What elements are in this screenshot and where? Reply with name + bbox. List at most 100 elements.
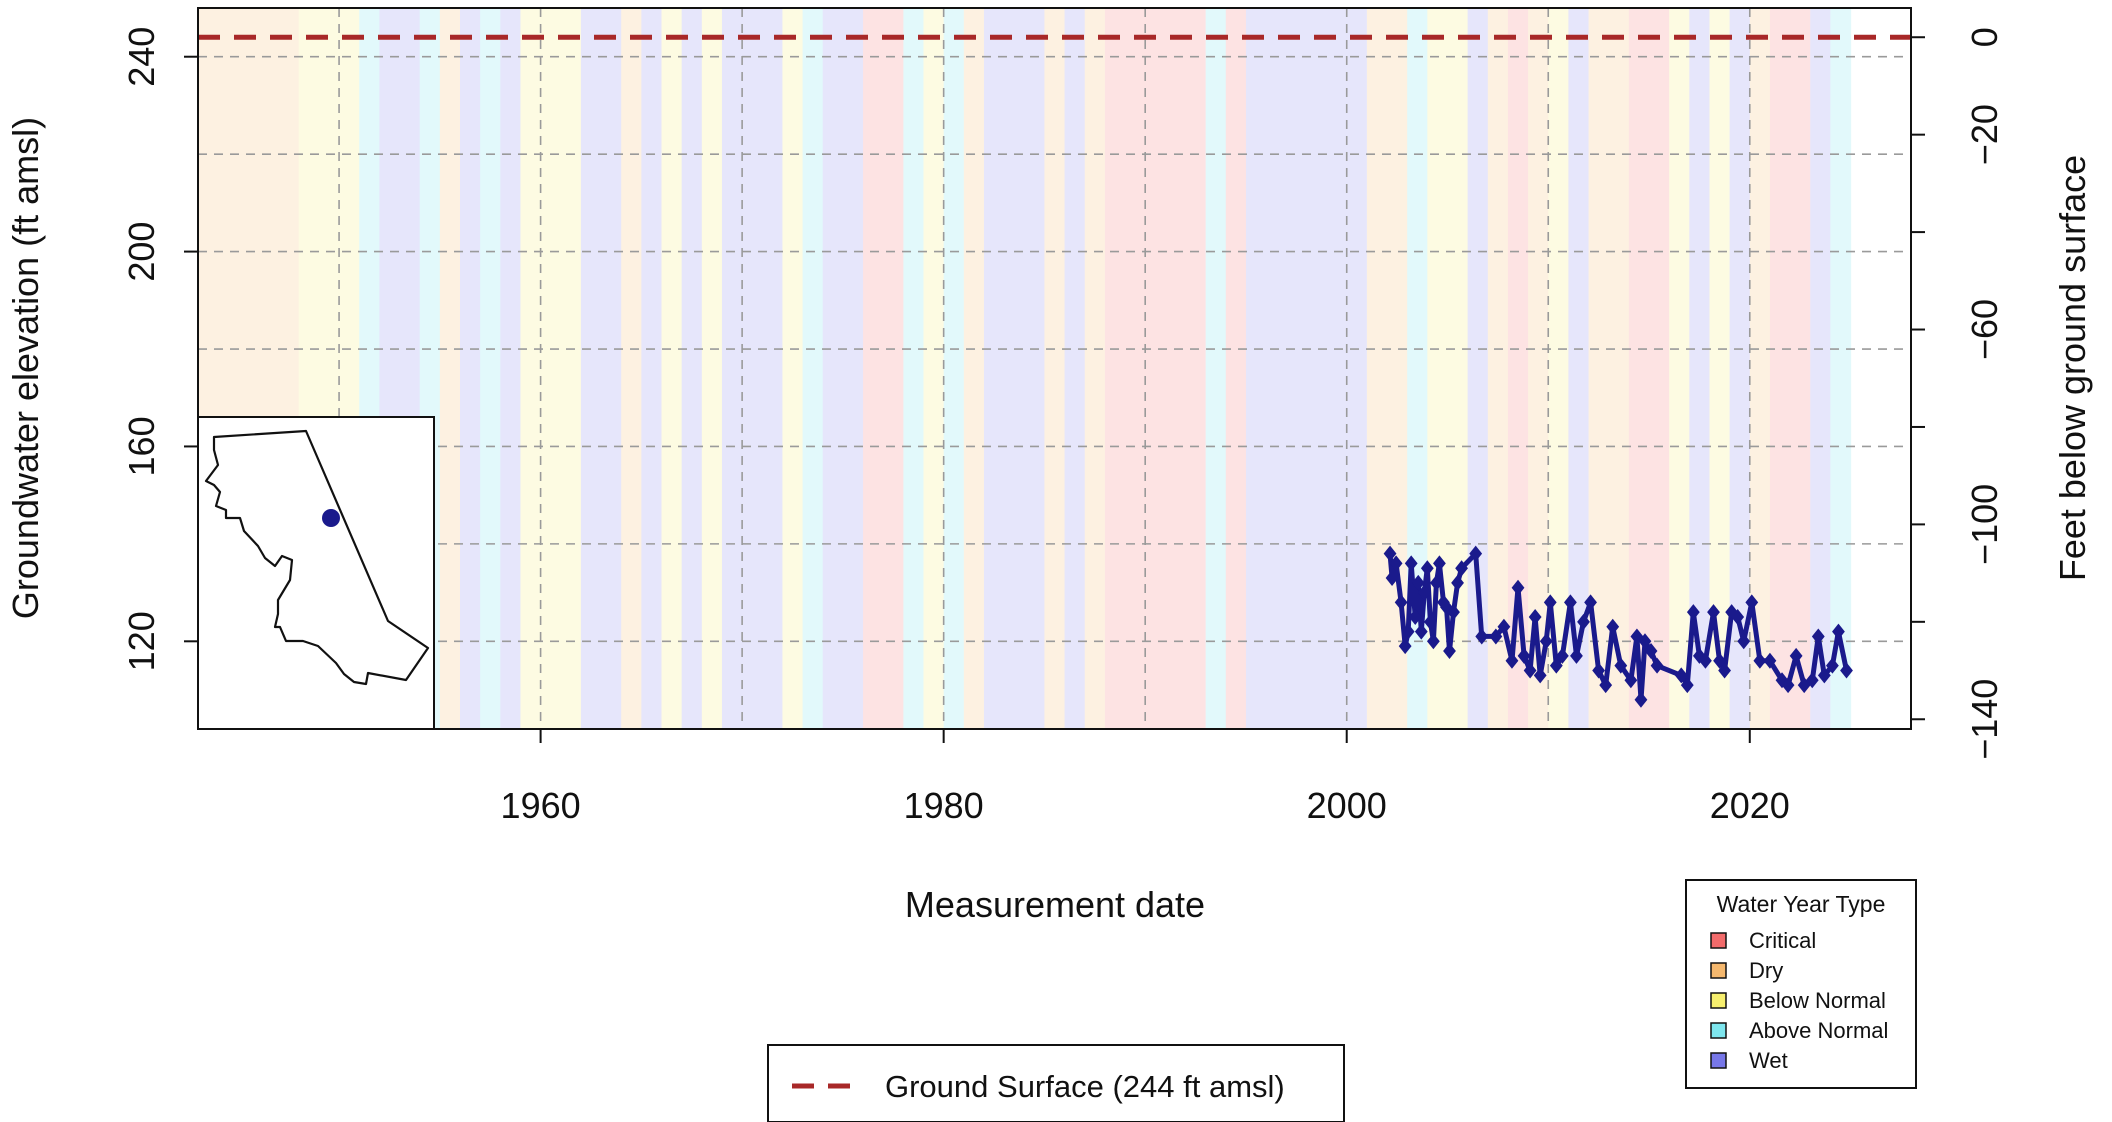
data-point (1832, 623, 1845, 640)
data-point (1763, 652, 1777, 669)
data-point (1398, 638, 1412, 655)
data-point (1753, 652, 1767, 669)
water-year-band (661, 8, 683, 729)
data-point (1389, 555, 1403, 572)
water-year-legend-title: Water Year Type (1717, 891, 1886, 917)
water-year-band (822, 8, 864, 729)
ground-surface-legend: Ground Surface (244 ft amsl) (767, 1044, 1345, 1122)
data-point (1401, 623, 1415, 640)
water-year-band (480, 8, 501, 729)
water-year-band (1467, 8, 1489, 729)
data-point (1394, 594, 1408, 611)
data-point (1426, 633, 1440, 650)
data-point (1429, 574, 1443, 591)
water-year-band (1588, 8, 1610, 729)
data-point (1408, 608, 1422, 625)
data-point (1614, 657, 1628, 674)
data-point (1805, 672, 1819, 689)
water-year-band (1568, 8, 1590, 729)
water-year-band (1528, 8, 1549, 729)
water-year-band (1810, 8, 1831, 729)
legend-label-an: Above Normal (1749, 1018, 1888, 1043)
legend-swatch-w (1710, 1052, 1727, 1069)
data-point (1475, 628, 1489, 645)
legend-label-w: Wet (1749, 1048, 1788, 1073)
y-left-tick-label: 240 (121, 27, 162, 87)
data-point (1543, 594, 1557, 611)
data-point (1680, 677, 1694, 694)
data-point (1451, 574, 1464, 591)
x-axis: 1960 1980 2000 2020 (501, 729, 1790, 826)
data-point (1817, 667, 1831, 684)
water-year-band (963, 8, 985, 729)
water-year-band (1366, 8, 1388, 729)
data-point (1674, 667, 1688, 684)
y-left-tick-label: 120 (121, 611, 162, 671)
data-point (1584, 594, 1597, 611)
water-year-band (1225, 8, 1247, 729)
x-tick-label: 1980 (904, 785, 984, 826)
inset-map (197, 416, 435, 730)
water-year-band (641, 8, 663, 729)
y-right-tick-label: −20 (1964, 104, 2005, 165)
data-point (1420, 560, 1434, 577)
water-year-band (1407, 8, 1428, 729)
data-point (1564, 594, 1577, 611)
data-point (1443, 643, 1456, 660)
data-point (1699, 652, 1712, 669)
ground-surface-legend-frame (767, 1044, 1345, 1122)
data-point (1404, 555, 1418, 572)
water-year-band (863, 8, 904, 729)
water-year-band (1245, 8, 1368, 729)
water-year-band (1749, 8, 1771, 729)
data-point (1624, 672, 1638, 689)
legend-swatch-an (1710, 1022, 1727, 1039)
well-location-marker (322, 509, 340, 527)
x-tick-label: 1960 (501, 785, 581, 826)
water-year-band (782, 8, 804, 729)
data-point (1775, 672, 1789, 689)
data-point (1505, 652, 1519, 669)
data-point (1414, 623, 1428, 640)
water-year-band (983, 8, 1046, 729)
water-year-band (1769, 8, 1811, 729)
series-groundwater-elevation (1383, 545, 1853, 708)
data-point (1718, 662, 1731, 679)
legend-swatch-bn (1710, 992, 1727, 1009)
data-point (1638, 633, 1652, 650)
data-point (1433, 555, 1446, 572)
water-year-band (439, 8, 461, 729)
data-point (1539, 633, 1553, 650)
data-point (1840, 662, 1853, 679)
y-right-tick-label: 0 (1964, 27, 2005, 47)
water-year-band (1689, 8, 1711, 729)
legend-swatch-d (1710, 962, 1727, 979)
data-point (1592, 662, 1606, 679)
legend-label-d: Dry (1749, 958, 1783, 983)
data-point (1555, 647, 1569, 664)
data-point (1549, 657, 1563, 674)
data-point (1385, 569, 1399, 586)
data-point (1447, 604, 1460, 621)
water-year-band (1044, 8, 1066, 729)
y-left-tick-label: 200 (121, 222, 162, 282)
legend-label-bn: Below Normal (1749, 988, 1886, 1013)
data-point (1713, 652, 1726, 669)
water-year-band (1709, 8, 1731, 729)
legend-swatch-c (1710, 932, 1727, 949)
data-point (1707, 604, 1720, 621)
water-year-band (621, 8, 642, 729)
inset-map-frame (197, 416, 435, 730)
ground-surface-legend-label: Ground Surface (244 ft amsl) (885, 1069, 1285, 1104)
water-year-band (1669, 8, 1690, 729)
x-tick-label: 2020 (1710, 785, 1790, 826)
y-axis-right-title: Feet below ground surface (2052, 155, 2093, 581)
data-point (1455, 560, 1468, 577)
data-point (1686, 604, 1700, 621)
data-point (1437, 594, 1450, 611)
data-point (1383, 545, 1397, 562)
data-point (1644, 643, 1658, 660)
data-point (1577, 613, 1590, 630)
y-right-tick-label: −140 (1964, 679, 2005, 760)
